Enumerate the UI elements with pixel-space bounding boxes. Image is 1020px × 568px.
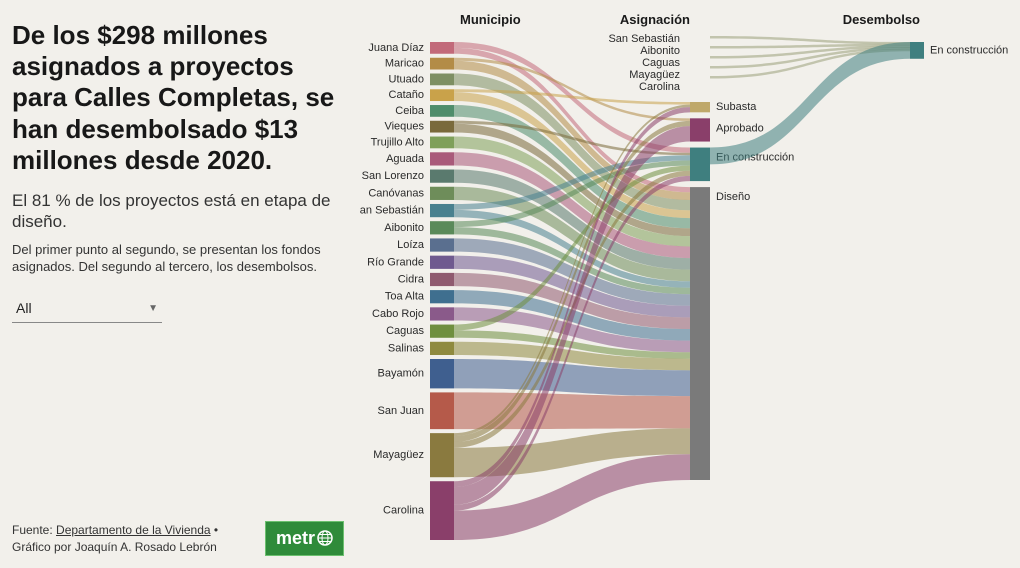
muni-label: Aguada <box>386 153 425 165</box>
page-subtitle: El 81 % de los proyectos está en etapa d… <box>12 190 344 233</box>
muni-label: Salinas <box>388 342 425 354</box>
muni-label: Maricao <box>385 58 424 70</box>
globe-icon <box>317 530 333 546</box>
muni-node[interactable] <box>430 121 454 133</box>
muni-node[interactable] <box>430 105 454 117</box>
muni-node[interactable] <box>430 392 454 429</box>
asig-label: Aprobado <box>716 122 764 134</box>
sankey-link <box>710 36 910 45</box>
col-header-asignacion: Asignación <box>620 12 690 27</box>
col-header-municipio: Municipio <box>460 12 521 27</box>
muni-node[interactable] <box>430 325 454 338</box>
muni-node[interactable] <box>430 342 454 355</box>
muni-node[interactable] <box>430 238 454 251</box>
muni-node[interactable] <box>430 152 454 165</box>
muni-node[interactable] <box>430 204 454 217</box>
byline: Gráfico por Joaquín A. Rosado Lebrón <box>12 540 217 554</box>
asig-top-label: Aibonito <box>640 45 680 57</box>
muni-node[interactable] <box>430 290 454 303</box>
muni-label: Aibonito <box>384 222 424 234</box>
asig-label: Subasta <box>716 101 757 113</box>
muni-label: Vieques <box>384 121 424 133</box>
muni-label: Loíza <box>397 239 425 251</box>
muni-label: Juana Díaz <box>368 42 424 54</box>
muni-label: Caguas <box>386 325 424 337</box>
muni-node[interactable] <box>430 187 454 200</box>
muni-node[interactable] <box>430 359 454 388</box>
muni-label: Canóvanas <box>368 187 424 199</box>
muni-node[interactable] <box>430 273 454 286</box>
asig-top-label: Caguas <box>642 57 680 69</box>
muni-label: Bayamón <box>378 368 424 380</box>
desem-label: En construcción <box>930 44 1008 56</box>
asig-node[interactable] <box>690 187 710 480</box>
muni-label: San Lorenzo <box>362 170 424 182</box>
muni-label: San Juan <box>378 405 424 417</box>
muni-node[interactable] <box>430 481 454 540</box>
asig-node[interactable] <box>690 102 710 112</box>
dropdown-selected: All <box>16 300 32 316</box>
asig-node[interactable] <box>690 118 710 141</box>
muni-label: Cidra <box>398 273 425 285</box>
muni-node[interactable] <box>430 74 454 86</box>
asig-top-label: Mayagüez <box>629 69 680 81</box>
muni-label: Ceiba <box>395 105 425 117</box>
chevron-down-icon: ▼ <box>148 303 158 314</box>
muni-label: Río Grande <box>367 256 424 268</box>
muni-node[interactable] <box>430 58 454 70</box>
muni-label: Cabo Rojo <box>372 308 424 320</box>
sankey-chart: Juana Díaz Maricao Utuado Cataño Ceiba Vieque… <box>360 0 1020 568</box>
asig-top-label: Carolina <box>639 81 681 93</box>
text-panel: De los $298 millones asignados a proyect… <box>0 0 360 568</box>
source-link[interactable]: Departamento de la Vivienda <box>56 523 211 537</box>
desem-node[interactable] <box>910 42 924 59</box>
muni-node[interactable] <box>430 42 454 54</box>
col-header-desembolso: Desembolso <box>843 12 920 27</box>
root: De los $298 millones asignados a proyect… <box>0 0 1020 568</box>
muni-node[interactable] <box>430 137 454 149</box>
muni-label: Toa Alta <box>385 291 425 303</box>
page-description: Del primer punto al segundo, se presenta… <box>12 242 344 276</box>
footer: Fuente: Departamento de la Vivienda • Gr… <box>12 521 344 556</box>
asig-node[interactable] <box>690 148 710 182</box>
muni-node[interactable] <box>430 256 454 269</box>
sankey-svg: Juana Díaz Maricao Utuado Cataño Ceiba Vieque… <box>360 0 1020 568</box>
metro-logo: metr <box>265 521 344 556</box>
footer-text: Fuente: Departamento de la Vivienda • Gr… <box>12 522 218 556</box>
muni-label: Mayagüez <box>373 449 424 461</box>
muni-label: San Sebastián <box>360 205 424 217</box>
muni-node[interactable] <box>430 307 454 320</box>
muni-node[interactable] <box>430 221 454 234</box>
muni-label: Cataño <box>389 89 424 101</box>
page-title: De los $298 millones asignados a proyect… <box>12 20 344 176</box>
muni-label: Trujillo Alto <box>371 136 424 148</box>
filter-dropdown[interactable]: All ▼ <box>12 294 162 323</box>
muni-node[interactable] <box>430 433 454 477</box>
muni-label: Utuado <box>389 73 424 85</box>
muni-label: Carolina <box>383 505 425 517</box>
asig-label: Diseño <box>716 191 750 203</box>
asig-top-label: San Sebastián <box>608 33 680 45</box>
muni-node[interactable] <box>430 89 454 101</box>
muni-node[interactable] <box>430 170 454 183</box>
